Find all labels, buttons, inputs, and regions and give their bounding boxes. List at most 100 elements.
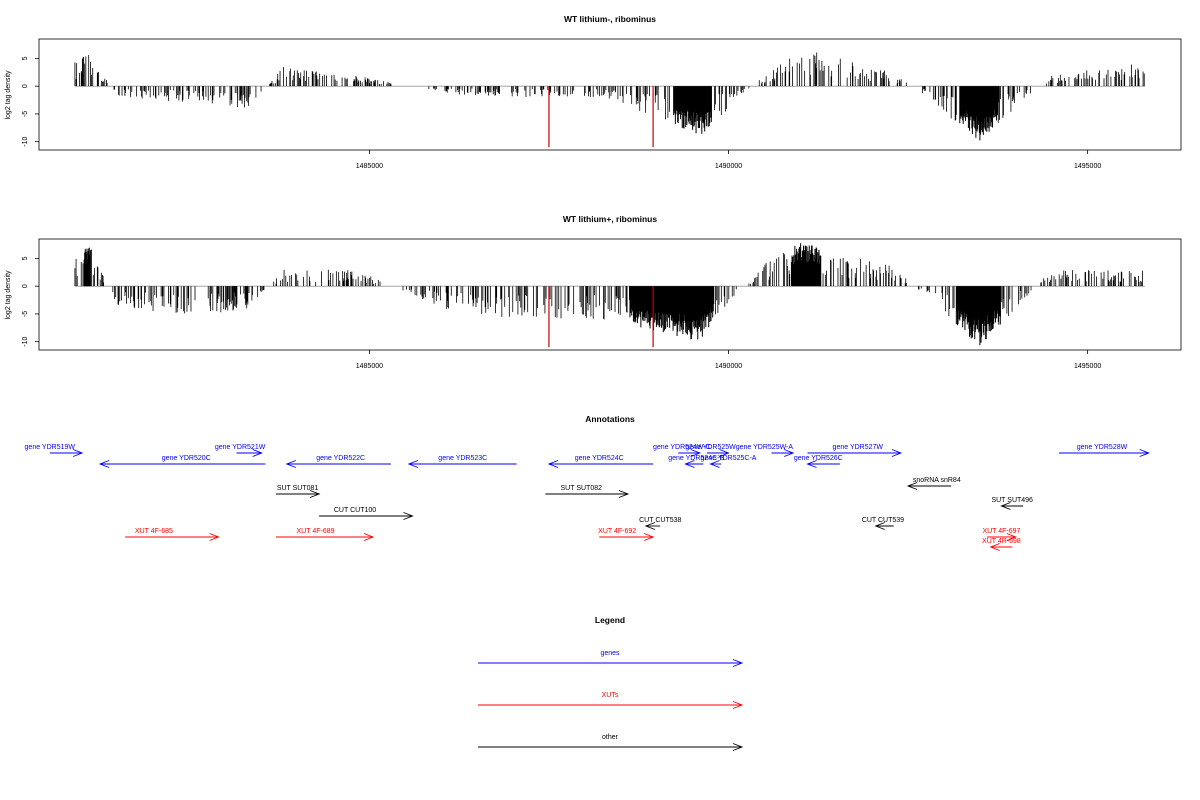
plot-title: WT lithium-, ribominus <box>564 14 656 24</box>
annotation-label: CUT CUT100 <box>334 507 376 514</box>
annotation-gene-ydr519w: gene YDR519W <box>25 444 84 457</box>
annotation-gene-ydr525w-a: gene YDR525W-A <box>736 444 795 457</box>
y-tick-label: 5 <box>22 56 29 60</box>
y-tick-label: -5 <box>22 311 29 317</box>
annotation-arrow <box>874 522 894 530</box>
annotation-xut-4r-698: XUT 4R-698 <box>982 538 1021 551</box>
legend-label: genes <box>600 650 620 657</box>
annotation-label: gene YDR525W <box>685 444 736 451</box>
annotation-arrow <box>547 460 654 468</box>
annotation-cut-cut100: CUT CUT100 <box>319 507 414 520</box>
annotation-label: CUT CUT538 <box>639 517 681 524</box>
annotation-label: gene YDR524C-B <box>668 455 724 462</box>
annotation-label: gene YDR521W <box>215 444 266 451</box>
annotation-arrow <box>236 449 263 457</box>
legend-item-gene: genes <box>478 650 744 667</box>
annotation-arrow <box>276 533 375 541</box>
y-tick-label: 0 <box>22 284 29 288</box>
annotation-gene-ydr526c: gene YDR526C <box>794 455 843 468</box>
track-plot-lithium-minus: WT lithium-, ribominus log2 tag density … <box>5 14 1182 170</box>
annotation-sut-sut081: SUT SUT081 <box>276 485 321 498</box>
plot-frame <box>38 238 1182 351</box>
annotation-label: gene YDR523C <box>438 455 487 462</box>
y-axis-label: log2 tag density <box>5 70 12 120</box>
x-tick-label: 1490000 <box>715 363 742 370</box>
legend-label: XUTs <box>602 692 619 699</box>
annotation-label: XUT 4F-685 <box>135 528 173 535</box>
annotation-label: SUT SUT496 <box>991 497 1033 504</box>
x-tick-label: 1485000 <box>356 363 383 370</box>
annotation-arrow <box>276 490 321 498</box>
annotation-gene-ydr525c-a: gene YDR525C-A <box>701 455 757 468</box>
annotation-arrow <box>709 460 722 468</box>
annotation-label: gene YDR519W <box>25 444 76 451</box>
annotation-arrow <box>706 449 730 457</box>
annotation-xut-4f-689: XUT 4F-689 <box>276 528 375 541</box>
annotation-items: gene YDR519W gene YDR520C gene YDR521W gene… <box>25 444 1150 551</box>
annotation-label: SUT SUT081 <box>277 485 319 492</box>
x-tick-label: 1495000 <box>1074 163 1101 170</box>
y-tick-label: 0 <box>22 84 29 88</box>
legend-items: genes XUTs other <box>478 650 744 751</box>
annotation-label: gene YDR528W <box>1077 444 1128 451</box>
y-axis-label: log2 tag density <box>5 270 12 320</box>
annotation-label: gene YDR524W-C <box>653 444 711 451</box>
annotation-xut-4f-697: XUT 4F-697 <box>982 528 1021 541</box>
annotation-arrow <box>1058 449 1150 457</box>
annotation-arrow <box>987 533 1018 541</box>
legend-label: other <box>602 734 619 741</box>
annotation-gene-ydr524c: gene YDR524C <box>547 455 654 468</box>
annotation-label: gene YDR522C <box>316 455 365 462</box>
y-tick-label: -5 <box>22 111 29 117</box>
annotation-label: gene YDR524C <box>575 455 624 462</box>
annotation-arrow <box>407 460 517 468</box>
annotation-snorna-snr84: snoRNA snR84 <box>906 477 961 490</box>
legend-item-other: other <box>478 734 744 751</box>
legend-arrow <box>478 743 744 751</box>
annotation-label: XUT 4R-698 <box>982 538 1021 545</box>
annotation-gene-ydr521w: gene YDR521W <box>215 444 266 457</box>
legend-title: Legend <box>595 615 625 625</box>
annotation-arrow <box>807 449 903 457</box>
y-tick-label: -10 <box>22 337 29 347</box>
annotation-label: XUT 4F-697 <box>982 528 1020 535</box>
x-tick-label: 1495000 <box>1074 363 1101 370</box>
annotation-arrow <box>599 533 655 541</box>
annotation-gene-ydr524c-b: gene YDR524C-B <box>668 455 724 468</box>
annotation-label: gene YDR527W <box>833 444 884 451</box>
plot-title: WT lithium+, ribominus <box>563 214 657 224</box>
annotation-arrow <box>678 449 702 457</box>
annotation-arrow <box>989 543 1013 551</box>
annotation-label: gene YDR520C <box>162 455 211 462</box>
annotation-arrow <box>1000 502 1023 510</box>
annotation-arrow <box>319 512 414 520</box>
axis-ticks: 1485000 1490000 1495000 5 0 -5 -10 <box>22 256 1101 370</box>
annotation-gene-ydr528w: gene YDR528W <box>1058 444 1150 457</box>
legend-arrow <box>478 701 744 709</box>
annotation-gene-ydr520c: gene YDR520C <box>98 455 266 468</box>
annotation-label: CUT CUT539 <box>862 517 904 524</box>
bars <box>74 243 1146 348</box>
annotation-label: gene YDR525W-A <box>736 444 794 451</box>
annotations-title: Annotations <box>585 414 635 424</box>
y-tick-label: 5 <box>22 256 29 260</box>
annotation-gene-ydr522c: gene YDR522C <box>285 455 391 468</box>
annotation-label: gene YDR525C-A <box>701 455 757 462</box>
annotation-label: XUT 4F-689 <box>297 528 335 535</box>
x-tick-label: 1485000 <box>356 163 383 170</box>
annotation-label: SUT SUT082 <box>561 485 603 492</box>
plot-frame <box>38 38 1182 151</box>
annotation-arrow <box>285 460 391 468</box>
annotation-sut-sut496: SUT SUT496 <box>991 497 1033 510</box>
track-plot-lithium-plus: WT lithium+, ribominus log2 tag density … <box>5 214 1182 370</box>
legend-panel: Legend genes XUTs other <box>478 615 744 751</box>
annotation-arrow <box>644 522 661 530</box>
annotation-arrow <box>684 460 704 468</box>
bars <box>74 52 1146 148</box>
annotation-arrow <box>98 460 266 468</box>
annotation-arrow <box>806 460 840 468</box>
axis-ticks: 1485000 1490000 1495000 5 0 -5 -10 <box>22 56 1101 170</box>
annotation-arrow <box>545 490 630 498</box>
